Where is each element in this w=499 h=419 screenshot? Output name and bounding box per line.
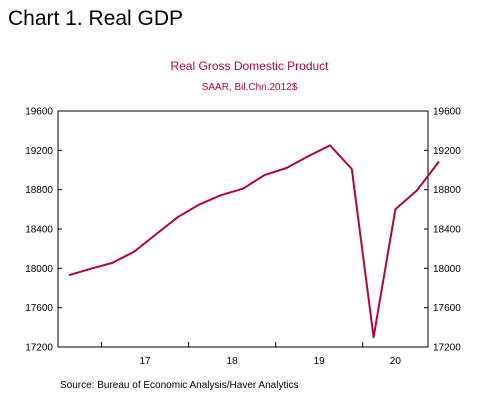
- chart-title: Real Gross Domestic Product: [170, 59, 329, 73]
- plot-frame: [57, 110, 429, 348]
- y-tick-label-left: 18000: [25, 264, 53, 275]
- y-tick-label-left: 19600: [25, 107, 53, 118]
- y-tick-label-right: 17600: [433, 303, 461, 314]
- y-tick-label-right: 18800: [433, 185, 461, 196]
- y-tick-label-right: 19600: [433, 107, 461, 118]
- y-tick-label-left: 17600: [25, 303, 53, 314]
- series-group: [68, 144, 440, 339]
- source-note: Source: Bureau of Economic Analysis/Have…: [60, 380, 299, 391]
- x-tick-label: 18: [227, 356, 239, 367]
- y-axis-right: 17200 17600 18000 18400 18800 19200 19600: [424, 107, 461, 354]
- y-tick-label-left: 18400: [25, 225, 53, 236]
- chart-subtitle: SAAR, Bil.Chn.2012$: [201, 82, 298, 93]
- y-tick-label-right: 17200: [433, 343, 461, 354]
- y-tick-label-left: 18800: [25, 185, 53, 196]
- page-heading: Chart 1. Real GDP: [8, 7, 184, 30]
- x-tick-label: 19: [314, 356, 326, 367]
- y-axis-left: 17200 17600 18000 18400 18800 19200 19600: [25, 107, 62, 354]
- y-tick-label-right: 19200: [433, 146, 461, 157]
- y-tick-label-right: 18000: [433, 264, 461, 275]
- y-tick-label-left: 17200: [25, 343, 53, 354]
- y-tick-label-left: 19200: [25, 146, 53, 157]
- y-tick-label-right: 18400: [433, 225, 461, 236]
- x-tick-label: 17: [139, 356, 151, 367]
- x-axis: 17 18 19 20: [101, 342, 402, 367]
- x-tick-label: 20: [390, 356, 402, 367]
- series-line-gdp: [68, 144, 440, 339]
